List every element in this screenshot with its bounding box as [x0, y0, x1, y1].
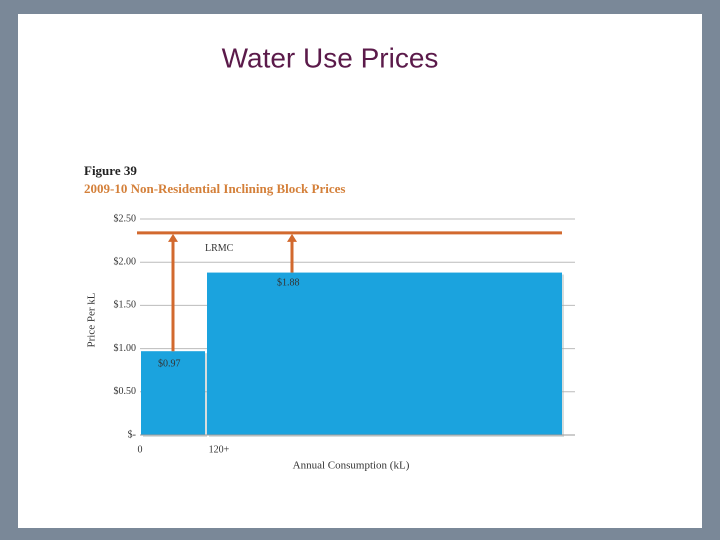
chart-subtitle: 2009-10 Non-Residential Inclining Block …	[84, 181, 345, 196]
arrow-head	[287, 233, 297, 242]
y-axis-label: Price Per kL	[86, 292, 98, 347]
y-tick-label: $0.50	[114, 386, 137, 397]
slide	[18, 14, 702, 528]
arrow-head	[168, 233, 178, 242]
y-tick-label: $2.50	[114, 213, 137, 224]
value-label: $0.97	[158, 358, 181, 369]
y-tick-label: $1.50	[114, 300, 137, 311]
y-tick-label: $1.00	[114, 343, 137, 354]
x-tick-label: 0	[138, 444, 143, 455]
y-tick-label: $-	[128, 429, 136, 440]
bar	[207, 272, 562, 435]
bar	[141, 351, 205, 435]
slide-title: Water Use Prices	[222, 42, 439, 73]
value-label: $1.88	[277, 277, 300, 288]
chart-title: Figure 39	[84, 163, 137, 178]
x-tick-label: 120+	[209, 444, 230, 455]
y-tick-label: $2.00	[114, 256, 137, 267]
x-axis-label: Annual Consumption (kL)	[293, 460, 410, 472]
reference-label: LRMC	[205, 243, 234, 254]
